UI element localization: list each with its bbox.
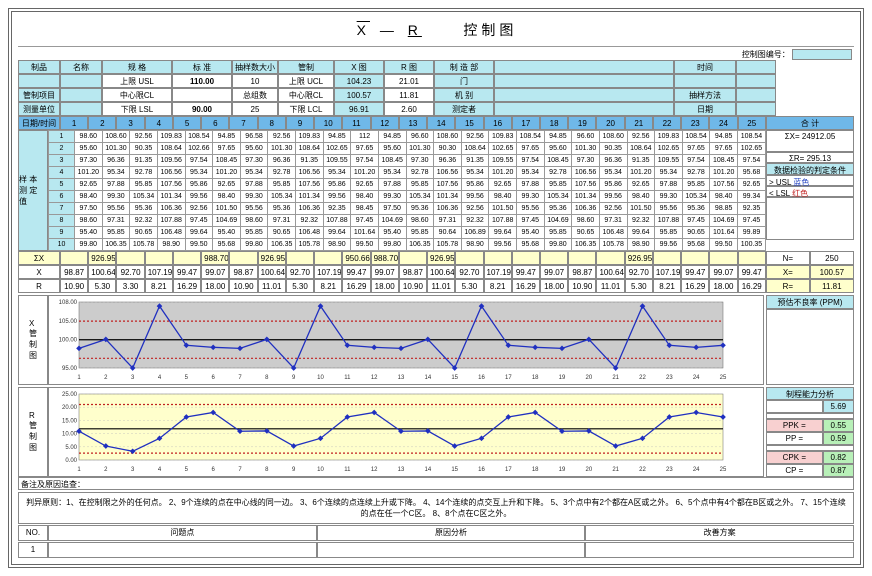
svg-text:1: 1 [77, 467, 81, 473]
svg-text:10: 10 [317, 467, 324, 473]
svg-text:10.00: 10.00 [62, 432, 78, 438]
svg-text:3: 3 [131, 467, 135, 473]
svg-text:95.00: 95.00 [62, 366, 78, 372]
stat-rows: ΣX926.95988.70926.95950.66988.70926.9592… [18, 251, 854, 293]
svg-text:6: 6 [211, 467, 215, 473]
svg-text:19: 19 [559, 375, 566, 381]
page-title: X — R 控制图 [18, 18, 854, 47]
svg-text:8: 8 [265, 467, 269, 473]
svg-text:22: 22 [639, 467, 646, 473]
svg-text:1: 1 [77, 375, 81, 381]
svg-text:21: 21 [612, 375, 619, 381]
svg-text:105.00: 105.00 [59, 320, 78, 326]
xbar-chart-zone: X管制图 95.00100.00105.00108.00123456789101… [18, 295, 854, 385]
svg-text:25: 25 [720, 375, 727, 381]
issues-header: NO. 问题点 原因分析 改善方案 [18, 525, 854, 541]
svg-text:5: 5 [185, 467, 189, 473]
sheet-number: 控制图编号： [18, 47, 854, 60]
r-chart: 0.005.0010.0015.0020.0025.00123456789101… [49, 388, 729, 474]
svg-text:16: 16 [478, 467, 485, 473]
date-row: 日期/时间 1234567891011121314151617181920212… [18, 116, 854, 130]
svg-text:22: 22 [639, 375, 646, 381]
svg-text:15: 15 [451, 375, 458, 381]
svg-text:9: 9 [292, 467, 296, 473]
svg-text:2: 2 [104, 467, 108, 473]
svg-text:16: 16 [478, 375, 485, 381]
svg-text:7: 7 [238, 375, 242, 381]
data-table-zone: 样 本 测 定 值 198.60108.6092.56109.83108.549… [18, 130, 854, 251]
svg-text:23: 23 [666, 467, 673, 473]
svg-text:15.00: 15.00 [62, 419, 78, 425]
issues-row-1[interactable]: 1 [18, 542, 854, 558]
svg-text:6: 6 [211, 375, 215, 381]
svg-text:15: 15 [451, 467, 458, 473]
sheet-number-field[interactable] [792, 49, 852, 60]
svg-text:10: 10 [317, 375, 324, 381]
rules-text: 判异原则：1、在控制限之外的任何点。 2、9个连续的点在中心线的同一边。 3、6… [18, 492, 854, 524]
svg-text:12: 12 [371, 375, 378, 381]
svg-text:25.00: 25.00 [62, 392, 78, 398]
svg-text:8: 8 [265, 375, 269, 381]
svg-text:24: 24 [693, 375, 700, 381]
svg-text:11: 11 [344, 467, 351, 473]
svg-text:23: 23 [666, 375, 673, 381]
svg-text:3: 3 [131, 375, 135, 381]
svg-text:108.00: 108.00 [59, 300, 78, 306]
r-chart-zone: R管制图 0.005.0010.0015.0020.0025.001234567… [18, 387, 854, 477]
svg-text:9: 9 [292, 375, 296, 381]
svg-text:5: 5 [185, 375, 189, 381]
svg-text:12: 12 [371, 467, 378, 473]
svg-text:25: 25 [720, 467, 727, 473]
svg-text:5.00: 5.00 [65, 445, 77, 451]
svg-text:24: 24 [693, 467, 700, 473]
svg-text:14: 14 [424, 467, 431, 473]
svg-text:20: 20 [585, 375, 592, 381]
svg-text:4: 4 [158, 375, 162, 381]
svg-text:17: 17 [505, 375, 512, 381]
sample-table: 198.60108.6092.56109.83108.5494.8596.589… [48, 130, 766, 251]
xbar-chart: 95.00100.00105.00108.0012345678910111213… [49, 296, 729, 382]
svg-text:13: 13 [398, 467, 405, 473]
svg-text:18: 18 [532, 375, 539, 381]
svg-text:2: 2 [104, 375, 108, 381]
svg-text:14: 14 [424, 375, 431, 381]
svg-text:4: 4 [158, 467, 162, 473]
header-table: 制品名称规 格标 准抽样数大小管制X 图R 图制 造 部时间上限 USL110.… [18, 60, 854, 116]
svg-text:21: 21 [612, 467, 619, 473]
svg-text:20: 20 [585, 467, 592, 473]
svg-text:19: 19 [559, 467, 566, 473]
svg-text:17: 17 [505, 467, 512, 473]
svg-text:13: 13 [398, 375, 405, 381]
svg-text:7: 7 [238, 467, 242, 473]
svg-text:20.00: 20.00 [62, 406, 78, 412]
svg-text:18: 18 [532, 467, 539, 473]
svg-text:0.00: 0.00 [65, 458, 77, 464]
control-chart-sheet: X — R 控制图 控制图编号： 制品名称规 格标 准抽样数大小管制X 图R 图… [8, 8, 864, 568]
svg-text:11: 11 [344, 375, 351, 381]
svg-text:100.00: 100.00 [59, 338, 78, 344]
remark-label: 备注及原因追查： [18, 477, 854, 490]
